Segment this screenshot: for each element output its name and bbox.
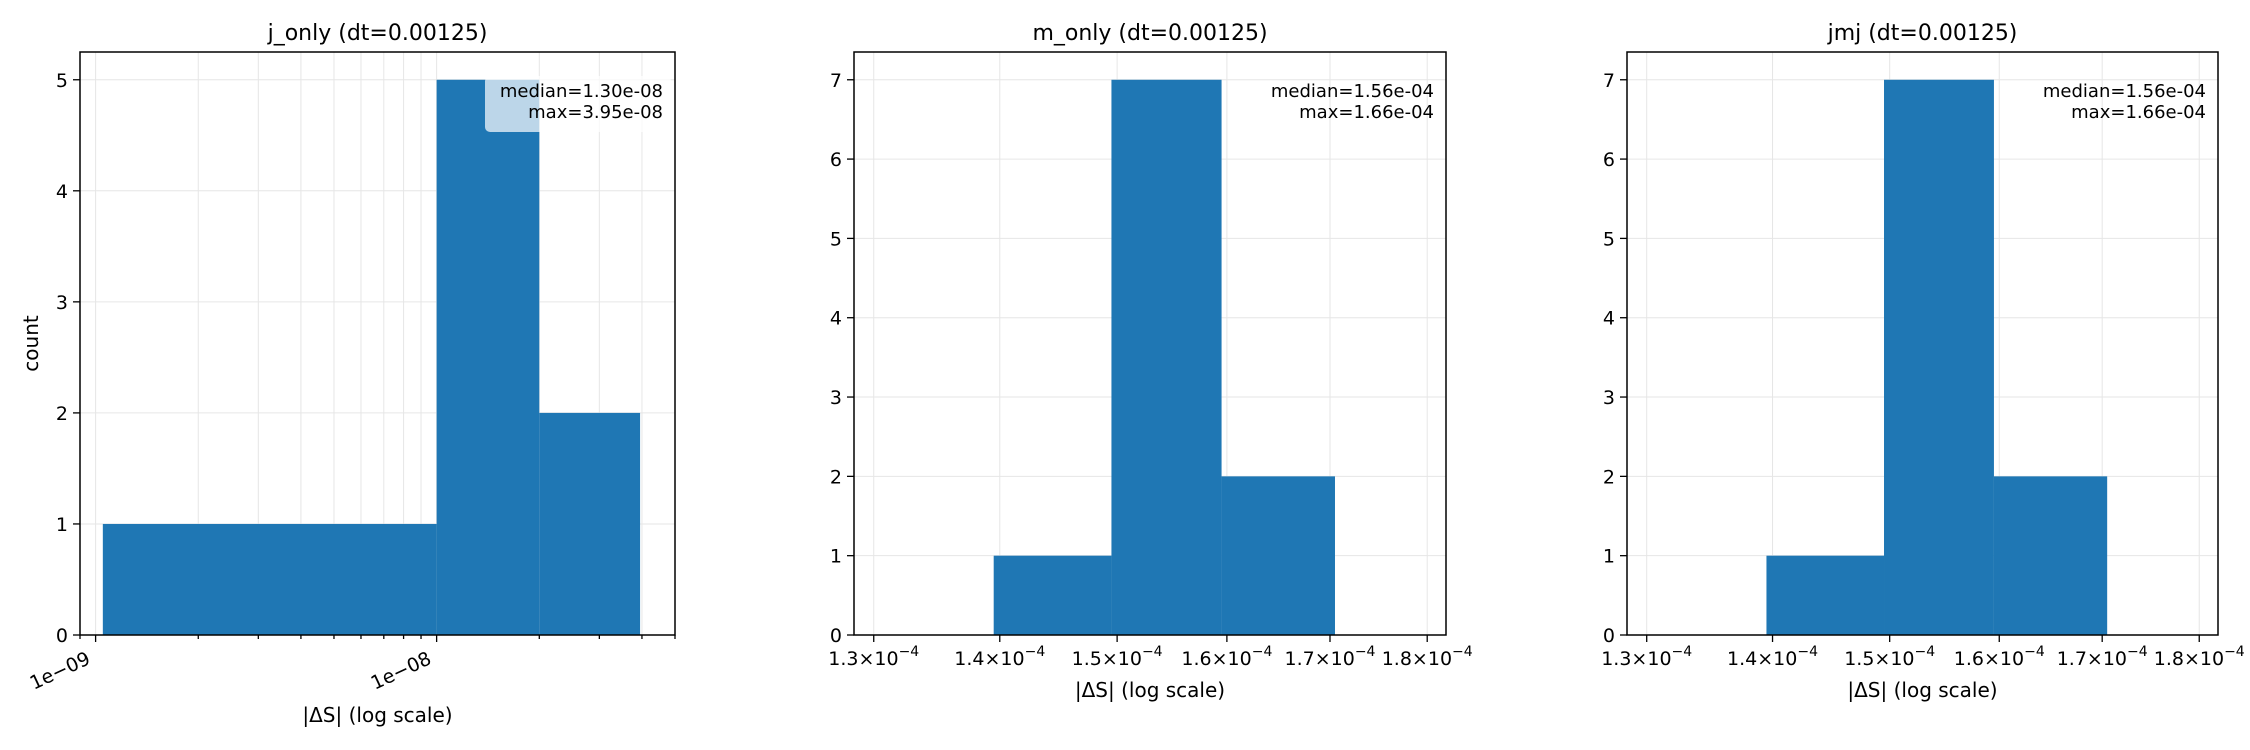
x-tick-label: 1.8×10−4: [1382, 644, 1473, 670]
y-tick-label: 0: [56, 625, 68, 647]
annotation-box: [485, 76, 671, 132]
annotation-line: max=3.95e-08: [528, 102, 663, 123]
y-tick-label: 6: [830, 149, 842, 171]
y-tick-label: 7: [1603, 70, 1615, 92]
histogram-bars: [993, 79, 1335, 635]
x-axis-label: |ΔS| (log scale): [1847, 678, 1997, 702]
histogram-bar: [1993, 476, 2108, 635]
x-tick-label: 1.5×10−4: [1072, 644, 1163, 670]
plot-frame: [1626, 51, 2219, 636]
y-tick-label: 5: [1603, 228, 1615, 250]
y-tick-label: 2: [56, 403, 68, 425]
histogram-bar: [1221, 476, 1335, 635]
y-tick-label: 2: [1603, 466, 1615, 488]
annotation-line: max=1.66e-04: [1299, 102, 1434, 123]
x-tick-label: 1.5×10−4: [1844, 644, 1935, 670]
x-axis-label: |ΔS| (log scale): [1075, 678, 1225, 702]
histogram-bar: [436, 79, 540, 635]
annotation-line: max=1.66e-04: [2071, 102, 2206, 123]
x-tick-label: 1.6×10−4: [1954, 644, 2045, 670]
plot-frame: [853, 51, 1447, 636]
x-tick-label: 1.4×10−4: [954, 644, 1045, 670]
y-tick-label: 6: [1603, 149, 1615, 171]
y-tick-label: 3: [830, 387, 842, 409]
y-tick-label: 4: [1603, 308, 1615, 330]
chart-title: j_only (dt=0.00125): [267, 21, 488, 46]
x-tick-label: 1.7×10−4: [2057, 644, 2148, 670]
y-tick-label: 5: [830, 228, 842, 250]
chart-panel-1: 0 1 2 3 4 5 1e−09 1e−08 j_only (dt=0.00125) |ΔS| …: [19, 21, 676, 727]
y-tick-label: 3: [1603, 387, 1615, 409]
histogram-bar: [1884, 79, 1994, 635]
x-tick-label: 1.3×10−4: [828, 644, 919, 670]
x-axis-ticks: 1.3×10−4 1.4×10−4 1.5×10−4 1.6×10−4 1.7×10−4…: [828, 635, 1473, 670]
y-axis-ticks: 0 1 2 3 4 5: [56, 70, 80, 647]
histogram-bar: [539, 412, 641, 635]
chart-panel-2: 0 1 2 3 4 5 6 7 1.3×10−4 1.4×10−4 1.5×10−4 1.6×10−4…: [828, 21, 1473, 702]
x-axis-ticks: 1e−09 1e−08: [27, 635, 676, 695]
histogram-bar: [1766, 555, 1885, 635]
x-axis-label: |ΔS| (log scale): [302, 703, 452, 727]
y-tick-label: 3: [56, 292, 68, 314]
histogram-bar: [1111, 79, 1222, 635]
x-axis-ticks: 1.3×10−4 1.4×10−4 1.5×10−4 1.6×10−4 1.7×10−4…: [1601, 635, 2245, 670]
histogram-bars: [1766, 79, 2108, 635]
y-tick-label: 1: [830, 546, 842, 568]
y-tick-label: 2: [830, 466, 842, 488]
chart-title: m_only (dt=0.00125): [1032, 21, 1267, 46]
x-tick-label: 1.8×10−4: [2154, 644, 2245, 670]
x-tick-label: 1.3×10−4: [1601, 644, 1692, 670]
histogram-bars: [102, 79, 641, 635]
x-tick-label: 1e−09: [27, 648, 94, 695]
plot-frame: [79, 51, 676, 636]
x-tick-label: 1.7×10−4: [1285, 644, 1376, 670]
histogram-bar: [993, 555, 1112, 635]
chart-panel-3: 0 1 2 3 4 5 6 7 1.3×10−4 1.4×10−4 1.5×10−4 1.6×10−4…: [1601, 21, 2245, 702]
y-tick-label: 1: [56, 514, 68, 536]
y-tick-label: 5: [56, 70, 68, 92]
y-tick-label: 7: [830, 70, 842, 92]
y-tick-label: 4: [56, 181, 68, 203]
y-tick-label: 0: [1603, 625, 1615, 647]
histogram-bar: [102, 523, 437, 635]
annotation-line: median=1.56e-04: [2043, 81, 2206, 102]
y-axis-ticks: 0 1 2 3 4 5 6 7: [1603, 70, 1627, 647]
y-axis-ticks: 0 1 2 3 4 5 6 7: [830, 70, 854, 647]
y-tick-label: 4: [830, 308, 842, 330]
y-axis-label: count: [19, 315, 43, 372]
chart-title: jmj (dt=0.00125): [1827, 21, 2018, 46]
annotation-line: median=1.30e-08: [500, 81, 663, 102]
x-tick-label: 1.6×10−4: [1181, 644, 1272, 670]
x-tick-label: 1e−08: [368, 648, 435, 695]
y-tick-label: 0: [830, 625, 842, 647]
x-tick-label: 1.4×10−4: [1727, 644, 1818, 670]
annotation-line: median=1.56e-04: [1271, 81, 1434, 102]
y-tick-label: 1: [1603, 546, 1615, 568]
